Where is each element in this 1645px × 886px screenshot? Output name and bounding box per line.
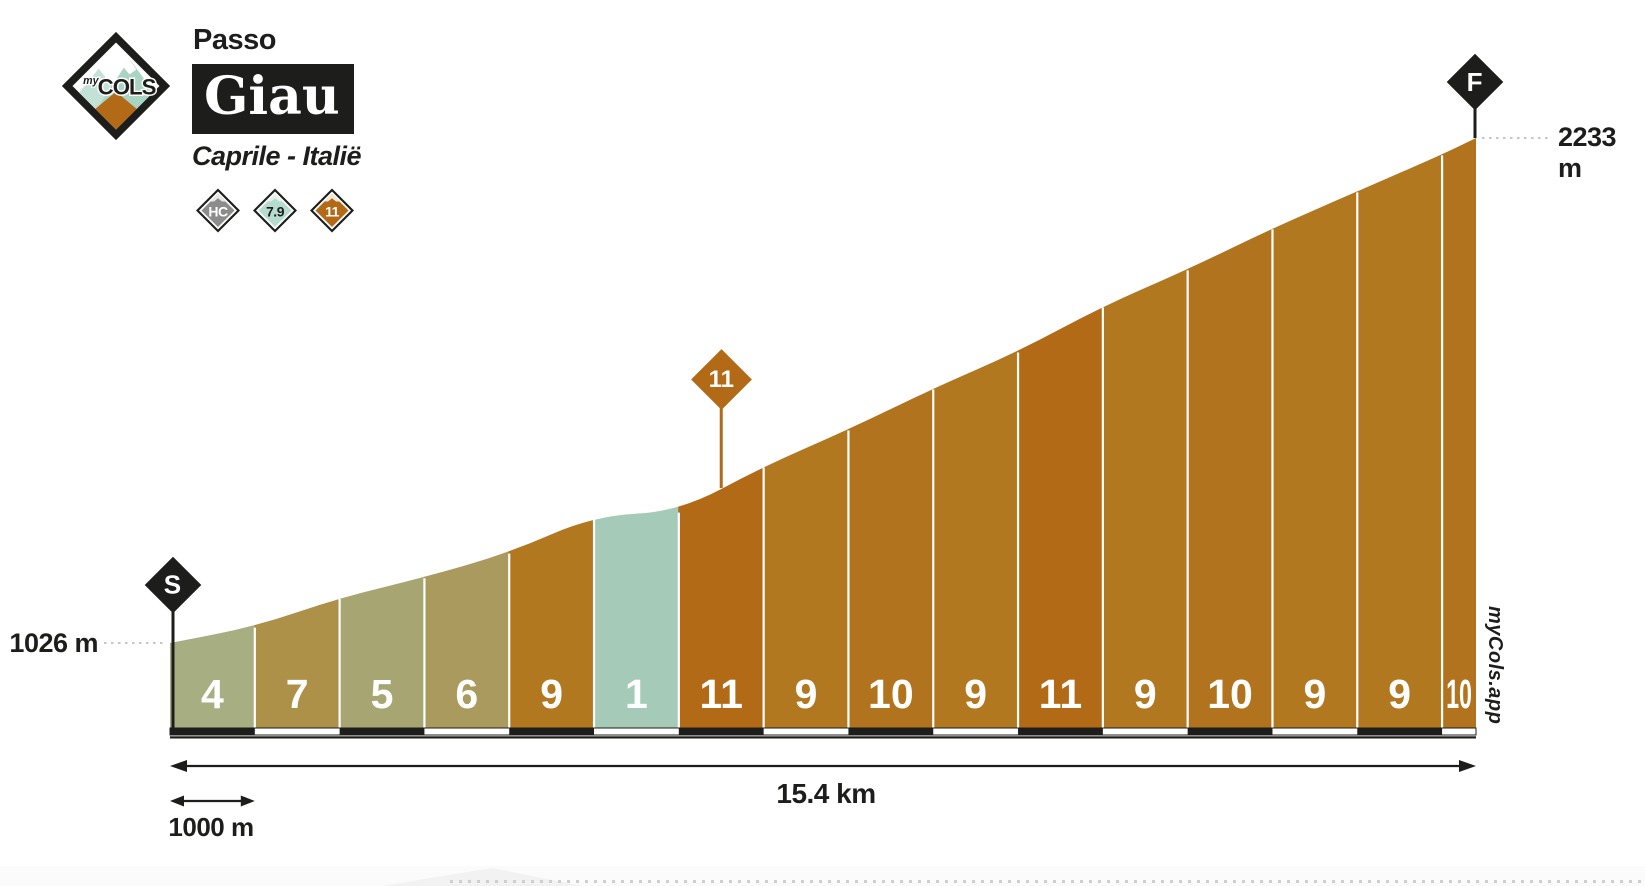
segment-gradient-label: 4 (201, 671, 224, 717)
segment-gradient-label: 7 (286, 671, 309, 717)
segment-area (339, 576, 426, 728)
segment-gradient-label: 9 (1303, 671, 1326, 717)
segment-area (847, 388, 934, 728)
segment-area (1271, 191, 1358, 728)
logo-text-large: COLS (98, 75, 156, 100)
km-scale-label: 1000 m (168, 812, 254, 842)
next-card-edge (0, 866, 1645, 886)
total-distance-label: 15.4 km (776, 778, 876, 809)
start-marker-label: S (164, 569, 182, 600)
segment-gradient-label: 1 (625, 671, 648, 717)
segment-gradient-label: 9 (1134, 671, 1157, 717)
segment-area (254, 598, 341, 728)
climb-badges: HC 7.9 11 (196, 188, 354, 233)
segment-gradient-label: 11 (700, 671, 743, 717)
badge-avg-gradient: 7.9 (253, 188, 297, 233)
segment-area (170, 624, 256, 728)
segment-gradient-label: 9 (1388, 671, 1411, 717)
segment-area (1102, 268, 1189, 728)
mycols-logo: my COLS (61, 31, 171, 141)
segment-gradient-label: 9 (964, 671, 987, 717)
segment-area (1017, 307, 1104, 728)
segment-gradient-label: 11 (1039, 671, 1082, 717)
max-gradient-marker-label: 11 (708, 365, 734, 392)
segment-gradient-label: 10 (1446, 671, 1472, 717)
segment-area (678, 467, 765, 728)
segment-gradient-label: 10 (868, 671, 914, 717)
svg-text:7.9: 7.9 (266, 204, 285, 220)
finish-elevation-label: 2233 m (1558, 122, 1617, 183)
segment-area (508, 519, 595, 728)
climb-subtitle: Caprile - Italië (192, 141, 362, 171)
watermark-mycols-app: myCols.app (1484, 606, 1506, 725)
segment-area (593, 506, 680, 728)
segment-area (932, 350, 1019, 728)
start-elevation-label: 1026 m (9, 628, 98, 658)
badge-category: HC (196, 188, 240, 233)
segment-gradient-label: 9 (540, 671, 563, 717)
segment-area (1356, 153, 1443, 728)
logo-text-small: my (83, 75, 99, 87)
segment-area (1441, 138, 1476, 728)
segment-area (763, 428, 850, 728)
badge-max-gradient: 11 (310, 188, 354, 233)
segment-gradient-label: 6 (455, 671, 478, 717)
segment-gradient-label: 5 (371, 671, 394, 717)
segment-area (1187, 228, 1274, 728)
segment-gradient-label: 9 (795, 671, 818, 717)
segment-area (423, 550, 510, 728)
svg-text:11: 11 (325, 204, 340, 220)
climb-title: Giau (192, 64, 354, 134)
climb-pretitle: Passo (193, 24, 276, 56)
bottom-dotted-line (450, 880, 1645, 883)
svg-text:HC: HC (208, 204, 228, 220)
finish-marker-label: F (1467, 66, 1483, 97)
segment-gradient-label: 10 (1207, 671, 1253, 717)
